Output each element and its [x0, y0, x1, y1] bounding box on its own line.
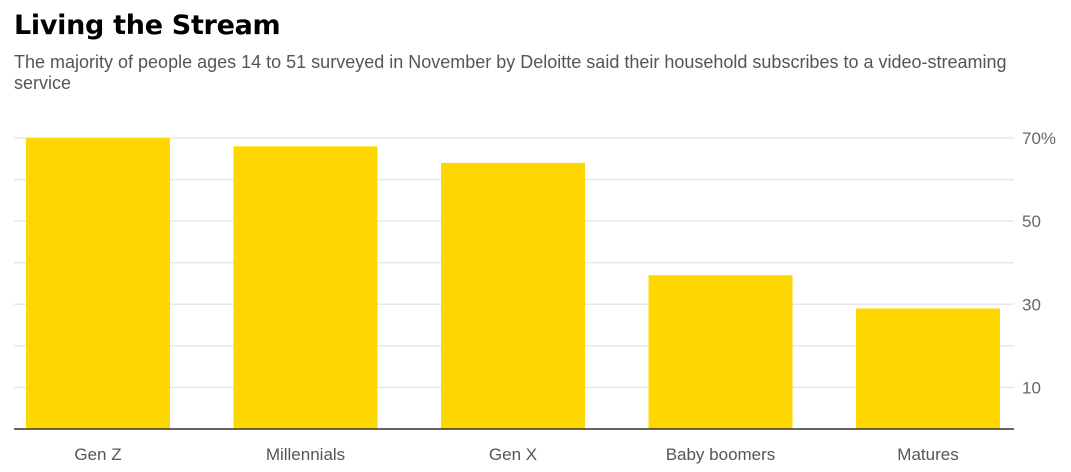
y-tick-10: 10 — [1022, 378, 1041, 397]
x-label-matures: Matures — [897, 445, 958, 464]
bars — [26, 138, 1000, 430]
y-tick-70: 70% — [1022, 129, 1056, 148]
bar-millennials — [233, 146, 378, 430]
bar-gen-x — [441, 162, 585, 429]
bar-baby-boomers — [648, 275, 793, 429]
x-label-baby-boomers: Baby boomers — [666, 445, 776, 464]
chart-subtitle: The majority of people ages 14 to 51 sur… — [14, 52, 1007, 93]
y-tick-50: 50 — [1022, 212, 1041, 231]
bar-matures — [856, 308, 1000, 429]
x-label-millennials: Millennials — [266, 445, 345, 464]
chart-title: Living the Stream — [14, 10, 281, 41]
y-axis-ticks: 10 30 50 70% — [1022, 129, 1056, 397]
x-label-gen-z: Gen Z — [74, 445, 121, 464]
bar-gen-z — [26, 138, 170, 429]
x-axis-labels: Gen Z Millennials Gen X Baby boomers Matures — [74, 445, 958, 464]
y-tick-30: 30 — [1022, 295, 1041, 314]
x-label-gen-x: Gen X — [489, 445, 537, 464]
